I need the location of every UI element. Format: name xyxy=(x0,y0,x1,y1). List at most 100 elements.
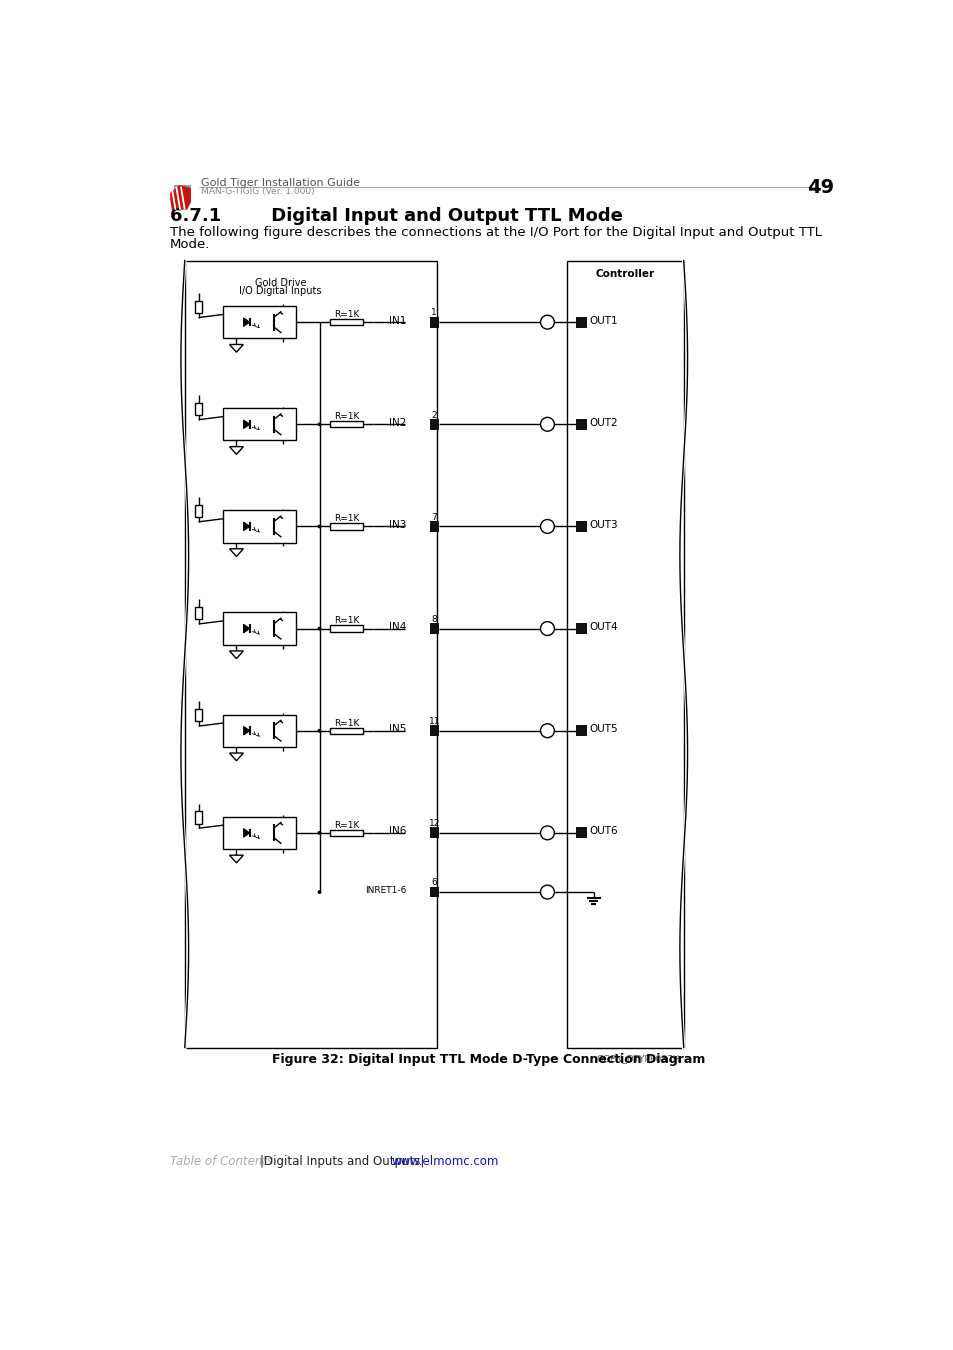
Text: OUT3: OUT3 xyxy=(589,520,618,531)
Text: 7: 7 xyxy=(431,513,436,521)
Text: Mode.: Mode. xyxy=(170,238,211,251)
Circle shape xyxy=(540,621,554,636)
Circle shape xyxy=(540,724,554,737)
Bar xyxy=(329,524,363,529)
Text: R=1K: R=1K xyxy=(334,310,358,319)
Text: 6.7.1        Digital Input and Output TTL Mode: 6.7.1 Digital Input and Output TTL Mode xyxy=(170,207,622,225)
Bar xyxy=(329,421,363,428)
Text: GGEN_DTYPE037H: GGEN_DTYPE037H xyxy=(596,1054,679,1062)
Text: 6: 6 xyxy=(431,879,436,887)
Circle shape xyxy=(317,832,321,834)
Text: OUT5: OUT5 xyxy=(589,724,618,734)
Text: OUT1: OUT1 xyxy=(589,316,618,325)
Bar xyxy=(223,714,296,747)
Text: Table of Contents: Table of Contents xyxy=(170,1156,273,1168)
Circle shape xyxy=(317,729,321,733)
Circle shape xyxy=(540,316,554,329)
Bar xyxy=(223,306,296,339)
Text: INRET1-6: INRET1-6 xyxy=(365,886,406,895)
Polygon shape xyxy=(243,420,250,428)
Bar xyxy=(223,408,296,440)
Polygon shape xyxy=(243,624,250,633)
Bar xyxy=(329,830,363,836)
Bar xyxy=(576,521,586,532)
Polygon shape xyxy=(243,829,250,837)
Polygon shape xyxy=(243,726,250,734)
Text: 1: 1 xyxy=(431,308,436,317)
Bar xyxy=(429,418,438,429)
Bar xyxy=(194,811,202,824)
Circle shape xyxy=(317,525,321,528)
Polygon shape xyxy=(230,855,243,863)
Bar xyxy=(194,402,202,414)
Bar xyxy=(194,301,202,313)
Text: R=1K: R=1K xyxy=(334,821,358,830)
Text: Gold Tiger Installation Guide: Gold Tiger Installation Guide xyxy=(201,178,359,188)
Bar xyxy=(429,725,438,736)
Text: IN3: IN3 xyxy=(389,520,406,531)
Bar xyxy=(429,828,438,838)
Text: 12: 12 xyxy=(428,819,439,828)
Bar xyxy=(566,261,683,1048)
Text: www.elmomc.com: www.elmomc.com xyxy=(391,1156,498,1168)
Polygon shape xyxy=(230,548,243,556)
Bar xyxy=(429,887,438,898)
Text: IN4: IN4 xyxy=(389,622,406,632)
Text: R=1K: R=1K xyxy=(334,514,358,524)
Circle shape xyxy=(540,520,554,533)
Circle shape xyxy=(540,826,554,840)
Text: 49: 49 xyxy=(806,178,833,197)
Text: MAN-G-TIGIG (Ver. 1.000): MAN-G-TIGIG (Ver. 1.000) xyxy=(201,186,314,196)
Text: 2: 2 xyxy=(431,410,436,420)
Text: I/O Digital Inputs: I/O Digital Inputs xyxy=(239,286,321,296)
Bar xyxy=(329,728,363,734)
Bar xyxy=(173,185,191,202)
Polygon shape xyxy=(170,185,191,209)
Text: OUT2: OUT2 xyxy=(589,417,618,428)
Bar xyxy=(576,624,586,634)
Text: R=1K: R=1K xyxy=(334,617,358,625)
Text: 8: 8 xyxy=(431,614,436,624)
Text: Gold Drive: Gold Drive xyxy=(254,278,306,288)
Bar xyxy=(576,317,586,328)
Polygon shape xyxy=(243,522,250,531)
Bar xyxy=(429,317,438,328)
Circle shape xyxy=(540,886,554,899)
Bar xyxy=(223,510,296,543)
Bar xyxy=(329,625,363,632)
Bar xyxy=(329,319,363,325)
Bar xyxy=(185,261,436,1048)
Circle shape xyxy=(540,417,554,431)
Text: IN6: IN6 xyxy=(389,826,406,836)
Text: R=1K: R=1K xyxy=(334,412,358,421)
Text: OUT4: OUT4 xyxy=(589,622,618,632)
Polygon shape xyxy=(230,753,243,761)
Bar xyxy=(194,608,202,620)
Text: The following figure describes the connections at the I/O Port for the Digital I: The following figure describes the conne… xyxy=(170,227,821,239)
Text: R=1K: R=1K xyxy=(334,718,358,728)
Text: 11: 11 xyxy=(428,717,439,726)
Circle shape xyxy=(317,423,321,427)
Bar xyxy=(194,709,202,721)
Text: IN2: IN2 xyxy=(389,417,406,428)
Bar xyxy=(576,725,586,736)
Circle shape xyxy=(317,626,321,630)
Bar xyxy=(223,613,296,645)
Polygon shape xyxy=(230,447,243,455)
Bar xyxy=(429,624,438,634)
Bar xyxy=(576,418,586,429)
Polygon shape xyxy=(243,319,250,327)
Text: OUT6: OUT6 xyxy=(589,826,618,836)
Text: |Digital Inputs and Outputs|: |Digital Inputs and Outputs| xyxy=(260,1156,424,1168)
Text: Controller: Controller xyxy=(595,270,654,279)
Text: Figure 32: Digital Input TTL Mode D-Type Connection Diagram: Figure 32: Digital Input TTL Mode D-Type… xyxy=(272,1053,705,1066)
Polygon shape xyxy=(230,344,243,352)
Bar xyxy=(429,521,438,532)
Bar xyxy=(194,505,202,517)
Circle shape xyxy=(317,890,321,894)
Text: IN1: IN1 xyxy=(389,316,406,325)
Polygon shape xyxy=(230,651,243,659)
Bar xyxy=(223,817,296,849)
Text: IN5: IN5 xyxy=(389,724,406,734)
Bar xyxy=(576,828,586,838)
